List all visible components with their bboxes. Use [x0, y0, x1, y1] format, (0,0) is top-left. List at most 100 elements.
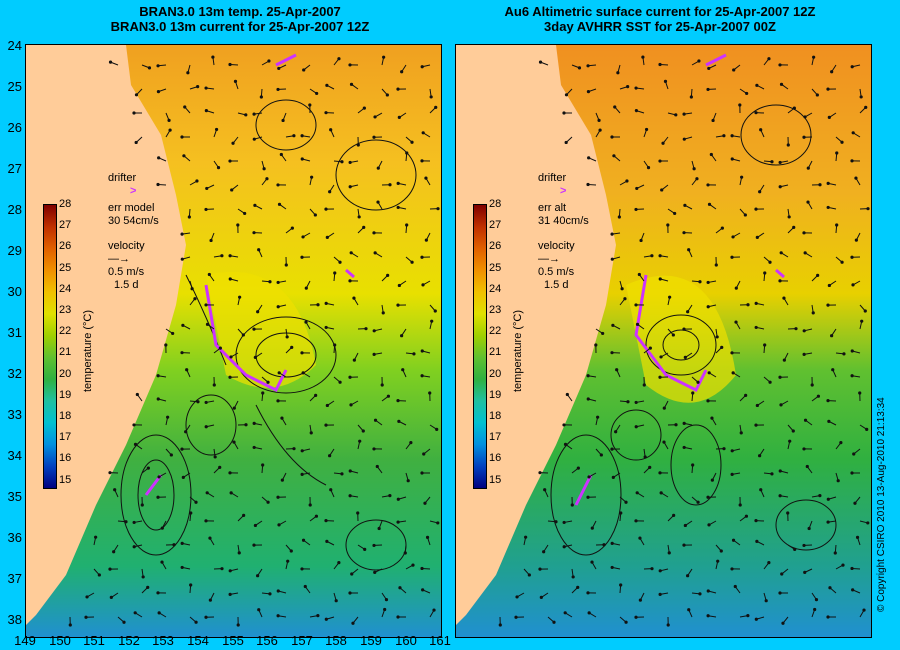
err-value: 31 40cm/s — [538, 215, 589, 227]
velocity-arrow-head — [228, 62, 232, 67]
velocity-arrow-head — [169, 453, 173, 457]
velocity-arrow-head — [562, 545, 566, 549]
right-map-panel — [455, 44, 872, 638]
velocity-arrow-head — [377, 526, 381, 531]
drifter-tracks — [144, 53, 355, 496]
velocity-arrow-head — [257, 608, 261, 612]
lon-label: 155 — [222, 633, 244, 648]
velocity-arrow-head — [421, 131, 425, 135]
velocity-arrow-head — [348, 185, 352, 189]
velocity-arrow-head — [301, 371, 305, 375]
velocity-arrow-head — [276, 589, 280, 593]
velocity-arrow-head — [634, 519, 638, 523]
velocity-arrow-head — [281, 118, 285, 123]
velocity-arrow-head — [598, 128, 602, 132]
velocity-arrow-head — [865, 427, 869, 431]
velocity-arrow-head — [280, 416, 284, 420]
velocity-arrow-head — [363, 547, 367, 551]
left-map-svg — [26, 45, 441, 637]
australia-land — [456, 45, 616, 625]
velocity-arrow-head — [714, 263, 718, 267]
left-title-line1: BRAN3.0 13m temp. 25-Apr-2007 — [139, 4, 341, 19]
velocity-arrow-head — [231, 141, 235, 145]
velocity-arrow-head — [826, 181, 830, 185]
velocity-arrow-head — [689, 95, 693, 99]
velocity-arrow-head — [755, 403, 759, 408]
lon-label: 158 — [325, 633, 347, 648]
velocity-arrow-head — [576, 466, 580, 470]
velocity-arrow-head — [706, 399, 710, 403]
velocity-arrow-head — [660, 188, 664, 192]
velocity-arrow-head — [324, 519, 328, 523]
right-legend: drifter > err alt 31 40cm/s velocity —→ … — [538, 172, 589, 292]
velocity-arrow-head — [253, 355, 257, 360]
velocity-arrow-head — [122, 620, 126, 624]
velocity-arrow-head — [286, 559, 290, 563]
velocity-arrow-head — [167, 118, 171, 122]
velocity-arrow-head — [731, 235, 735, 239]
velocity-arrow-head — [380, 383, 384, 387]
velocity-arrow-head — [706, 495, 710, 499]
velocity-arrow-head — [228, 471, 232, 475]
velocity-arrow-head — [754, 617, 758, 621]
velocity-arrow-head — [687, 248, 691, 252]
velocity-arrow-head — [276, 614, 280, 618]
colorbar-tick-label: 21 — [59, 346, 72, 359]
velocity-arrow-head — [791, 429, 795, 433]
velocity-arrow-head — [325, 235, 329, 240]
velocity-arrow-head — [189, 511, 193, 515]
velocity-arrow-head — [634, 425, 638, 429]
velocity-arrow-head — [205, 186, 209, 191]
velocity-arrow-head — [813, 607, 817, 612]
velocity-arrow-head — [156, 64, 160, 68]
velocity-arrow-head — [308, 103, 312, 107]
velocity-arrow-head — [280, 478, 284, 482]
velocity-arrow-head — [658, 375, 662, 379]
velocity-arrow-head — [132, 545, 136, 549]
velocity-arrow-head — [764, 599, 768, 603]
velocity-arrow-head — [634, 108, 638, 113]
velocity-arrow-head — [695, 177, 699, 181]
left-map-panel — [25, 44, 442, 638]
velocity-arrow-head — [220, 254, 224, 258]
velocity-arrow-head — [732, 68, 736, 72]
velocity-arrow-head — [803, 115, 807, 119]
lon-label: 149 — [14, 633, 36, 648]
velocity-arrow-head — [300, 351, 304, 355]
velocity-arrow-head — [734, 320, 738, 324]
velocity-arrow-head — [614, 430, 618, 434]
velocity-arrow-head — [436, 521, 440, 525]
velocity-arrow-head — [420, 159, 424, 163]
velocity-arrow-head — [357, 215, 361, 219]
velocity-arrow-head — [831, 368, 835, 372]
velocity-arrow-head — [563, 442, 568, 446]
colorbar-tick-label: 23 — [59, 304, 72, 316]
velocity-arrow-head — [778, 591, 782, 595]
velocity-arrow-head — [172, 543, 176, 547]
velocity-arrow-head — [329, 488, 333, 492]
velocity-arrow-head — [733, 584, 737, 589]
colorbar-tick-label: 24 — [59, 282, 72, 295]
lat-label: 24 — [7, 38, 22, 53]
velocity-arrow-head — [767, 561, 771, 565]
velocity-arrow-head — [348, 63, 352, 67]
err-value: 30 54cm/s — [108, 215, 159, 227]
velocity-arrow-head — [836, 479, 840, 483]
velocity-arrow-head — [372, 329, 376, 333]
velocity-arrow-head — [610, 135, 614, 139]
velocity-arrow-head — [68, 623, 72, 627]
right-title-line2: 3day AVHRR SST for 25-Apr-2007 00Z — [544, 19, 776, 34]
velocity-arrow-head — [285, 335, 289, 339]
velocity-arrow-head — [218, 465, 222, 470]
left-colorbar-title: temperature (°C) — [82, 309, 94, 392]
velocity-arrow-head — [141, 575, 145, 579]
velocity-arrow-head — [333, 343, 337, 347]
velocity-arrow-head — [570, 503, 574, 507]
velocity-arrow-head — [277, 202, 282, 206]
colorbar-tick-label: 20 — [59, 367, 72, 380]
velocity-arrow-head — [252, 112, 256, 116]
velocity-arrow-head — [375, 464, 379, 469]
velocity-arrow-head — [806, 200, 810, 204]
velocity-arrow-head — [328, 454, 332, 458]
velocity-arrow-head — [314, 393, 318, 397]
